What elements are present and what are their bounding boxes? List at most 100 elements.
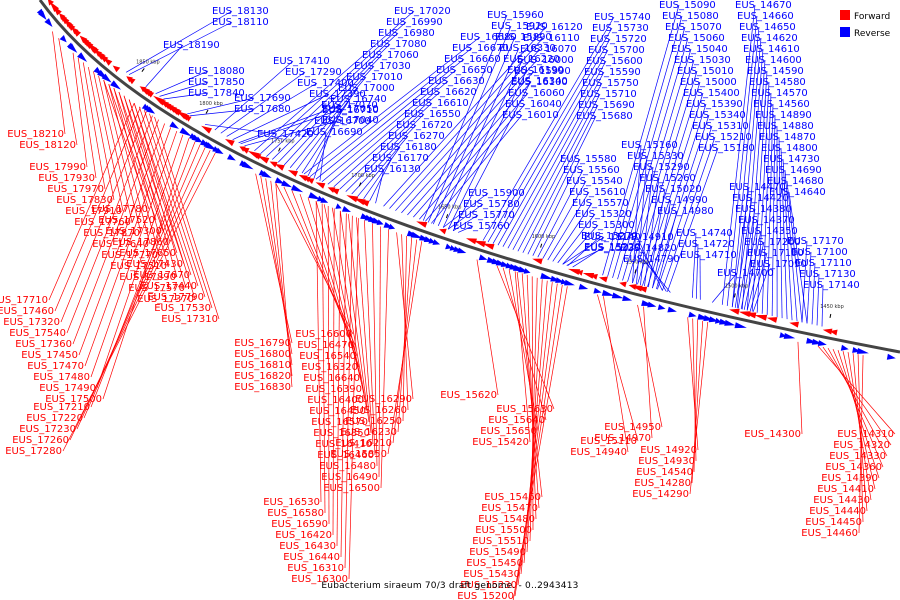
tick-label: 1800 kbp xyxy=(199,101,223,107)
leader-line xyxy=(617,37,689,280)
forward-gene-arrow xyxy=(754,314,768,321)
gene-label: EUS_15070 xyxy=(665,22,722,33)
tick-label: 1750 kbp xyxy=(271,138,295,144)
gene-label: EUS_17400 xyxy=(297,78,354,89)
reverse-gene-arrow xyxy=(169,121,179,129)
leader-line xyxy=(108,84,151,245)
leader-line xyxy=(327,206,330,525)
leader-line xyxy=(62,152,216,452)
leader-line xyxy=(547,191,590,261)
reverse-gene-arrow xyxy=(688,311,697,318)
leader-line xyxy=(383,26,547,207)
gene-label: EUS_16170 xyxy=(372,153,429,164)
leader-line xyxy=(123,95,178,254)
leader-line xyxy=(88,66,115,201)
gene-label: EUS_16830 xyxy=(234,382,291,393)
leader-line xyxy=(442,58,524,228)
leader-line xyxy=(476,259,499,396)
gene-label: EUS_16660 xyxy=(444,54,501,65)
gene-label: EUS_17260 xyxy=(12,435,69,446)
gene-label: EUS_16000 xyxy=(517,55,574,66)
gene-label: EUS_15180 xyxy=(698,143,755,154)
gene-label: EUS_16600 xyxy=(295,329,352,340)
leader-line xyxy=(58,38,78,146)
gene-label: EUS_16640 xyxy=(303,373,360,384)
gene-label: EUS_17650 xyxy=(119,248,176,259)
reverse-gene-arrow xyxy=(101,73,112,83)
gene-label: EUS_15400 xyxy=(683,88,740,99)
gene-label: EUS_16420 xyxy=(275,530,332,541)
gene-label: EUS_17170 xyxy=(787,236,844,247)
leader-line xyxy=(331,207,368,412)
gene-label: EUS_15310 xyxy=(692,121,749,132)
gene-label: EUS_14940 xyxy=(570,447,627,458)
gene-label: EUS_14740 xyxy=(676,228,733,239)
gene-label: EUS_15610 xyxy=(569,187,626,198)
gene-label: EUS_14950 xyxy=(604,422,661,433)
leader-line xyxy=(395,48,541,211)
gene-label: EUS_14330 xyxy=(829,451,886,462)
reverse-gene-arrow xyxy=(540,272,554,280)
reverse-gene-arrow xyxy=(241,161,254,170)
forward-gene-arrow xyxy=(201,125,212,134)
reverse-gene-arrow xyxy=(432,239,441,245)
gene-label: EUS_17500 xyxy=(45,394,102,405)
gene-label: EUS_14370 xyxy=(738,215,795,226)
forward-gene-arrow xyxy=(789,321,799,328)
reverse-gene-arrow xyxy=(840,344,849,351)
forward-gene-arrow xyxy=(269,161,278,168)
gene-label: EUS_17360 xyxy=(15,339,72,350)
leader-line xyxy=(357,135,409,197)
gene-label: EUS_17190 xyxy=(747,248,804,259)
leader-line xyxy=(695,243,699,299)
gene-label: EUS_15500 xyxy=(475,525,532,536)
reverse-gene-arrow xyxy=(291,184,304,193)
gene-label: EUS_15040 xyxy=(671,44,728,55)
leader-line xyxy=(240,108,343,145)
leader-line xyxy=(780,147,788,320)
gene-label: EUS_14390 xyxy=(821,473,878,484)
tick-label: 1500 kbp xyxy=(725,284,749,290)
reverse-gene-arrow xyxy=(611,292,624,299)
legend-reverse-label: Reverse xyxy=(854,29,891,39)
leader-line xyxy=(430,114,523,224)
leader-line xyxy=(145,44,184,88)
leader-line xyxy=(163,92,209,100)
gene-label: EUS_16180 xyxy=(380,142,437,153)
leader-line xyxy=(84,127,172,367)
reverse-gene-arrow xyxy=(783,333,796,339)
gene-label: EUS_16530 xyxy=(263,497,320,508)
forward-gene-arrow xyxy=(254,154,262,160)
gene-label: EUS_15090 xyxy=(659,0,716,11)
leader-line xyxy=(766,103,774,315)
forward-gene-arrow xyxy=(67,23,76,31)
gene-label: EUS_15740 xyxy=(594,12,651,23)
gene-label: EUS_17080 xyxy=(370,39,427,50)
gene-label: EUS_15570 xyxy=(572,198,629,209)
leader-line xyxy=(797,341,803,435)
gene-label: EUS_14690 xyxy=(765,165,822,176)
gene-label: EUS_14680 xyxy=(767,176,824,187)
leader-line xyxy=(113,87,164,232)
gene-label: EUS_14580 xyxy=(749,77,806,88)
leader-line xyxy=(746,241,765,311)
leader-line xyxy=(522,104,599,253)
leader-line xyxy=(226,82,318,137)
gene-label: EUS_17860 xyxy=(112,237,169,248)
leader-line xyxy=(648,188,666,288)
gene-label: EUS_14800 xyxy=(761,143,818,154)
gene-label: EUS_16620 xyxy=(420,87,477,98)
leader-line xyxy=(801,240,808,323)
gene-label: EUS_16450 xyxy=(309,406,366,417)
gene-label: EUS_17790 xyxy=(147,292,204,303)
leader-line xyxy=(275,183,354,335)
leader-line xyxy=(347,214,372,434)
leader-line xyxy=(737,208,756,309)
gene-label: EUS_16610 xyxy=(412,98,469,109)
gene-label: EUS_16320 xyxy=(301,362,358,373)
reverse-gene-arrow xyxy=(376,219,384,225)
gene-label: EUS_17390 xyxy=(309,89,366,100)
leader-line xyxy=(321,203,326,514)
forward-gene-arrow xyxy=(145,90,155,98)
gene-label: EUS_14470 xyxy=(729,182,786,193)
